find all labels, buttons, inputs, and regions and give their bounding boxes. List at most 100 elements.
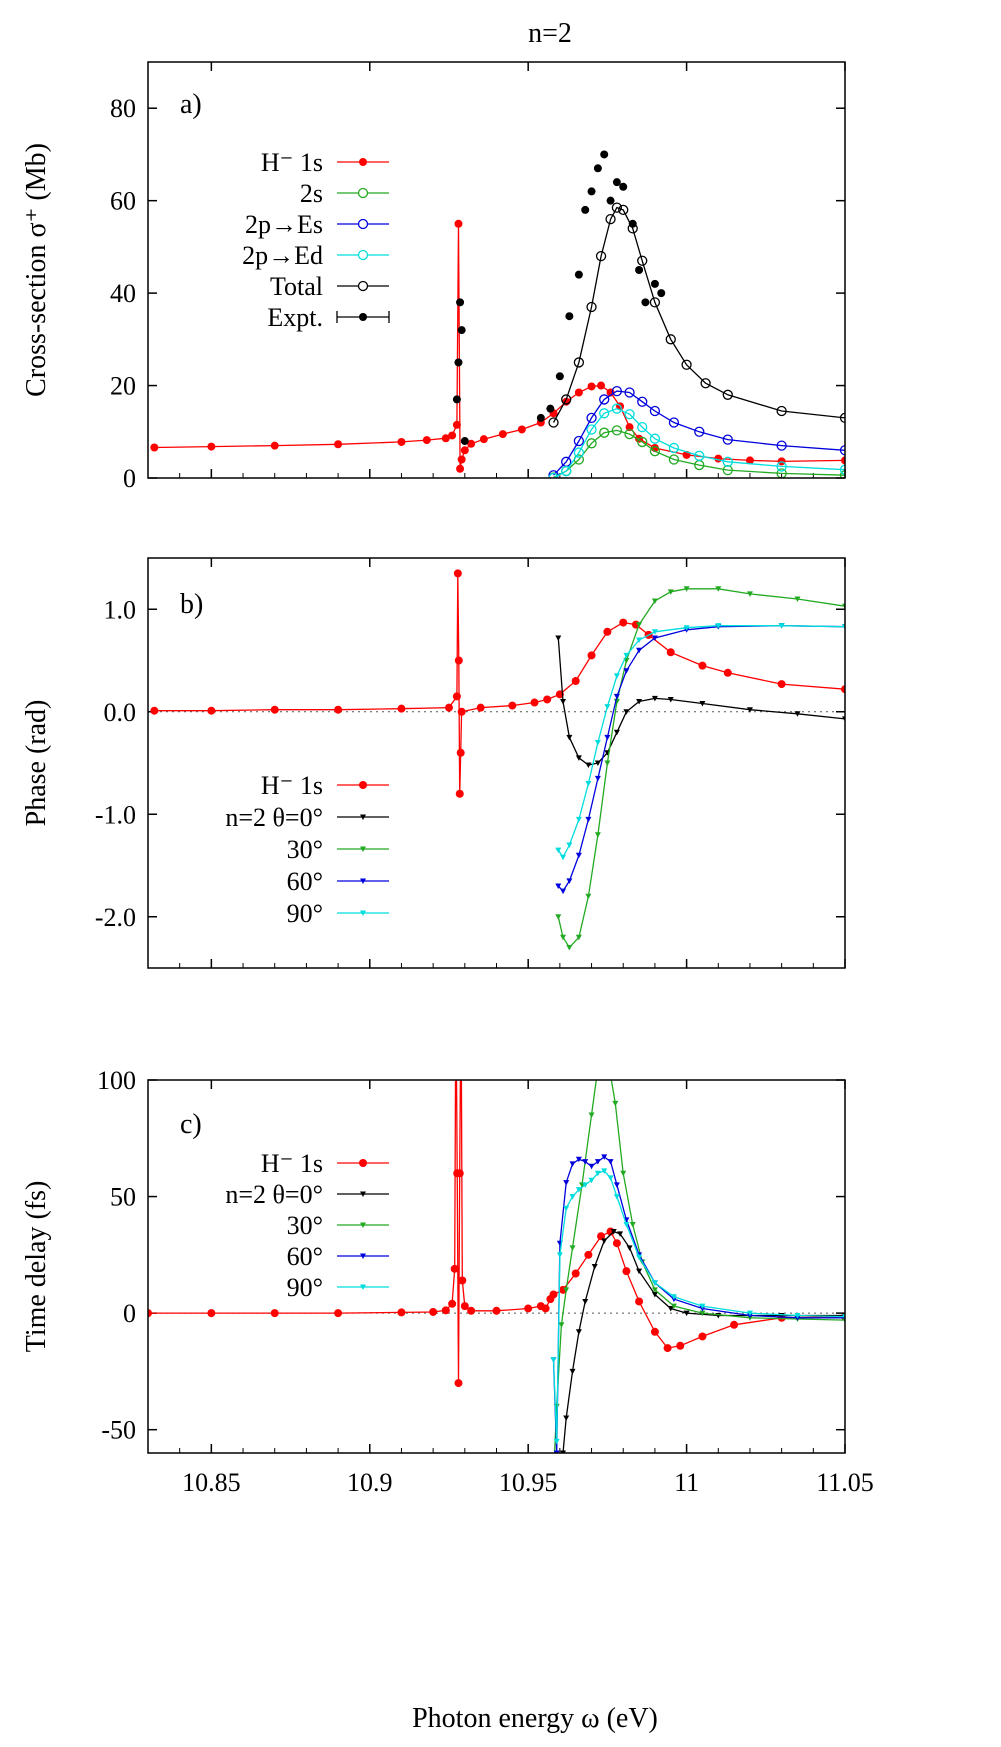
data-point (548, 417, 559, 428)
series-1 (557, 1229, 845, 1480)
data-point (666, 648, 675, 657)
data-point (636, 699, 643, 705)
data-point (668, 417, 680, 428)
data-point (587, 651, 596, 660)
data-point (566, 878, 573, 884)
series-line (552, 206, 845, 423)
series-line (552, 1170, 845, 1442)
data-point (334, 705, 343, 714)
y-tick-label: 60 (110, 187, 136, 216)
data-point (553, 1438, 560, 1445)
series-line (557, 637, 845, 766)
legend-marker (357, 249, 369, 261)
data-point (556, 1252, 563, 1258)
series-line (562, 1230, 845, 1453)
data-point (649, 405, 661, 417)
legend-label: 30° (287, 835, 323, 864)
data-point (593, 164, 602, 173)
data-point (607, 1159, 614, 1165)
data-point (776, 405, 787, 417)
data-point (575, 934, 582, 941)
data-point (450, 1264, 459, 1273)
data-point (599, 408, 610, 419)
data-point (498, 430, 507, 439)
data-point (636, 647, 643, 654)
data-point (460, 446, 469, 455)
data-point (599, 427, 610, 438)
data-point (594, 740, 601, 746)
data-point (560, 888, 567, 895)
data-point (676, 1341, 685, 1350)
series-line (553, 429, 845, 478)
data-point (683, 625, 690, 631)
data-point (452, 395, 461, 404)
data-point (563, 1205, 570, 1212)
data-point (611, 403, 623, 414)
legend-label: 30° (287, 1211, 323, 1240)
data-point (452, 983, 460, 991)
data-point (597, 381, 606, 390)
data-point (681, 359, 692, 370)
data-point (594, 1159, 601, 1165)
data-point (722, 456, 733, 467)
data-point (604, 1054, 610, 1060)
data-point (622, 1267, 631, 1276)
data-point (571, 677, 580, 685)
data-point (636, 622, 643, 628)
series-line (557, 625, 845, 859)
data-point (582, 1298, 589, 1305)
data-point (455, 789, 464, 798)
data-point (618, 204, 629, 216)
data-point (619, 182, 628, 191)
data-point (604, 760, 611, 766)
data-point (612, 1100, 619, 1107)
legend-label: 2s (300, 179, 323, 208)
legend-label: 2p→Ed (242, 241, 323, 270)
legend-label: n=2 θ=0° (225, 803, 323, 832)
data-point (699, 701, 706, 707)
data-point (694, 450, 705, 461)
data-point (613, 1182, 620, 1188)
legend-marker (360, 814, 366, 820)
data-point (560, 934, 567, 941)
data-point (546, 404, 555, 413)
data-point (555, 914, 562, 920)
data-point (561, 465, 572, 477)
data-point (623, 652, 630, 659)
data-point (558, 1322, 565, 1328)
data-point (650, 1327, 659, 1336)
x-axis-label: Photon energy ω (eV) (412, 1703, 658, 1734)
data-point (150, 706, 159, 715)
data-point (839, 445, 845, 456)
panel-2: -2.0 -1.0 0.0 1.0 Phase (rad) b) H⁻ 1s n=2 θ=0°… (21, 557, 846, 969)
data-point (569, 1194, 576, 1200)
data-point (555, 635, 562, 641)
data-point (612, 178, 621, 187)
data-point (207, 706, 216, 715)
y-tick-label: -50 (101, 1416, 136, 1445)
data-point (637, 255, 648, 266)
data-point (585, 816, 592, 823)
data-point (422, 436, 431, 445)
data-point (453, 569, 462, 578)
data-point (604, 704, 611, 710)
data-point (588, 1177, 595, 1184)
plot-area (148, 983, 845, 1480)
data-point (635, 266, 644, 274)
data-point (604, 734, 611, 741)
data-point (667, 589, 674, 595)
data-point (397, 437, 406, 446)
data-point (334, 440, 343, 449)
data-point (536, 413, 545, 422)
series-3 (555, 623, 845, 895)
data-point (585, 781, 592, 787)
legend: H⁻ 1sn=2 θ=0°30°60°90° (225, 1149, 389, 1302)
series-0 (148, 983, 845, 1388)
data-point (722, 389, 733, 400)
data-point (557, 1474, 563, 1480)
data-point (613, 1194, 620, 1200)
data-point (457, 983, 465, 991)
data-point (517, 425, 526, 434)
legend-label: H⁻ 1s (261, 1149, 323, 1178)
